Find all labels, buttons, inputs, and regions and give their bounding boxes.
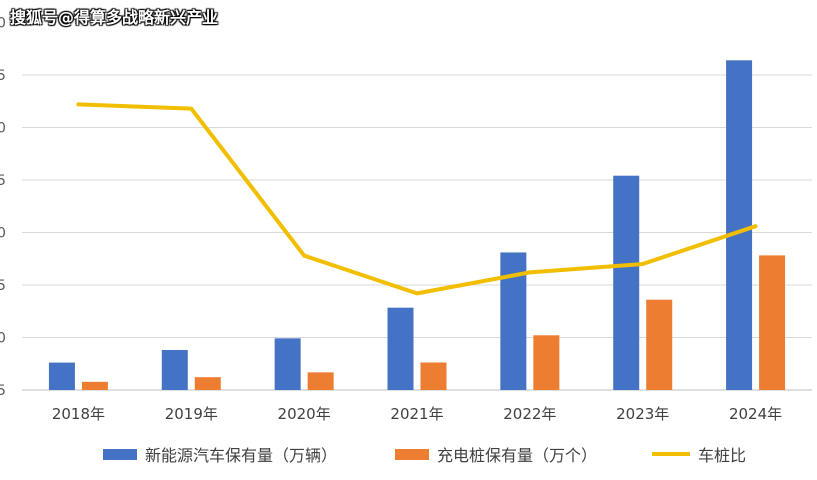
bar-charger-2023年 <box>646 299 673 390</box>
y-tick-label: 0 <box>0 226 6 242</box>
legend-label-ev: 新能源汽车保有量（万辆） <box>145 446 338 465</box>
legend-swatch-charger <box>395 448 429 460</box>
legend-item-charger: 充电桩保有量（万个） <box>395 441 597 467</box>
x-tick-label: 2018年 <box>52 405 105 423</box>
bar-charger-2022年 <box>533 335 560 390</box>
bar-ev-2021年 <box>387 307 414 390</box>
x-tick-label: 2020年 <box>278 405 331 423</box>
bar-charger-2020年 <box>307 372 334 390</box>
y-tick-label: 5 <box>0 68 6 84</box>
legend-item-ratio: 车桩比 <box>652 441 746 467</box>
y-tick-label: 0 <box>0 331 6 347</box>
bar-ev-2024年 <box>726 60 753 391</box>
bar-ev-2023年 <box>613 175 640 390</box>
x-tick-label: 2023年 <box>616 405 669 423</box>
bar-ev-2018年 <box>48 362 75 390</box>
chart-legend: 新能源汽车保有量（万辆） 充电桩保有量（万个） 车桩比 <box>0 441 817 467</box>
y-tick-label: 5 <box>0 278 6 294</box>
legend-item-ev: 新能源汽车保有量（万辆） <box>103 441 337 467</box>
x-tick-label: 2021年 <box>390 405 443 423</box>
legend-swatch-ev <box>103 448 137 460</box>
bar-ev-2019年 <box>161 349 188 390</box>
y-tick-label: 0 <box>0 121 6 137</box>
watermark-text: 搜狐号@得算多战略新兴产业 <box>10 8 219 27</box>
x-tick-label: 2019年 <box>165 405 218 423</box>
x-tick-label: 2024年 <box>729 405 782 423</box>
legend-swatch-ratio <box>652 452 690 456</box>
y-tick-label: 5 <box>0 173 6 189</box>
legend-label-ratio: 车桩比 <box>698 446 747 465</box>
x-tick-label: 2022年 <box>503 405 556 423</box>
bar-ev-2020年 <box>274 338 301 390</box>
ratio-line <box>76 102 758 296</box>
y-tick-label: 5 <box>0 383 6 399</box>
bar-charger-2024年 <box>759 255 786 390</box>
y-tick-label: 0 <box>0 16 6 32</box>
chart-plot-area: 5 0 5 0 5 0 5 0 2018年 2019年 2020年 2021年 2022年 2023年 20… <box>0 16 812 423</box>
bar-charger-2021年 <box>420 362 447 390</box>
bar-charger-2018年 <box>81 381 108 390</box>
bar-charger-2019年 <box>194 377 221 390</box>
legend-label-charger: 充电桩保有量（万个） <box>437 446 598 465</box>
